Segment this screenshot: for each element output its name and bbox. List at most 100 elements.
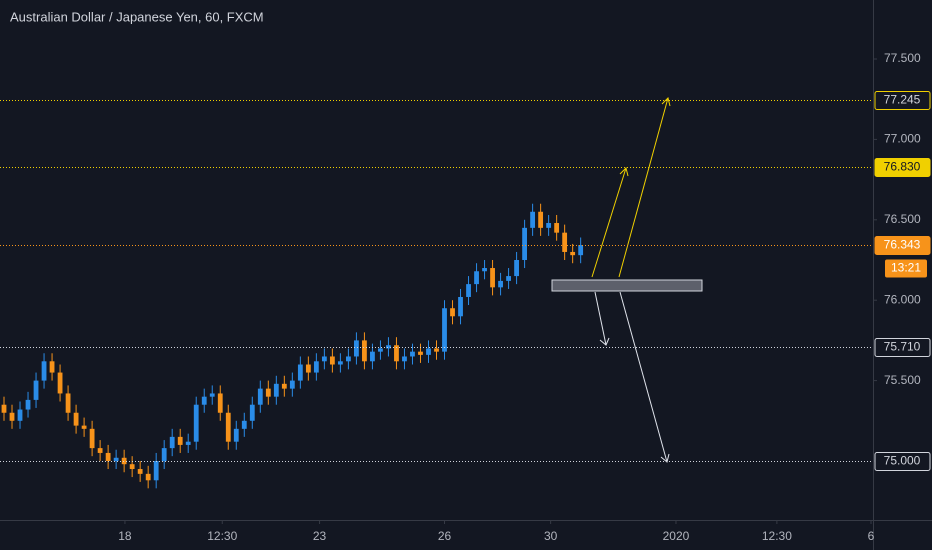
candle-body: [402, 356, 407, 362]
candle-body: [17, 409, 23, 421]
candle-body: [41, 361, 47, 381]
y-tick-label: 77.000: [884, 132, 921, 146]
candle-body: [265, 388, 271, 397]
candle-body: [105, 452, 111, 461]
arrow-head: [661, 97, 671, 107]
candle-body: [25, 399, 31, 410]
candle-body: [73, 412, 79, 426]
candle-body: [241, 420, 247, 429]
candle-body: [249, 404, 255, 421]
level-label-box: [874, 338, 931, 357]
candle-body: [33, 380, 39, 400]
candle-body: [193, 404, 199, 442]
candle-body: [49, 361, 55, 373]
arrow: [591, 167, 627, 278]
candle-body: [145, 473, 151, 481]
candle-body: [345, 356, 351, 362]
candle-body: [514, 260, 519, 277]
candle-body: [57, 372, 63, 394]
x-tick-label: 18: [118, 529, 132, 543]
candle-body: [137, 469, 143, 474]
candle-body: [337, 361, 343, 365]
candle-body: [458, 296, 463, 317]
candle-body: [570, 251, 576, 256]
x-tick-label: 12:30: [207, 529, 237, 543]
plot: [1, 203, 584, 489]
drawings: [551, 97, 703, 463]
y-tick-label: 76.000: [884, 292, 921, 306]
candle-body: [354, 340, 359, 357]
candle-body: [434, 348, 439, 352]
x-tick-label: 2020: [663, 529, 690, 543]
candle-body: [297, 364, 303, 381]
y-tick-label: 75.500: [884, 373, 921, 387]
candle-body: [562, 232, 568, 252]
level-label: 75.000: [884, 454, 921, 468]
candle-body: [498, 280, 503, 288]
candle-body: [386, 345, 391, 349]
candle-body: [490, 268, 495, 288]
level-label-box: [874, 236, 931, 255]
level-label: 76.343: [884, 238, 921, 252]
candle-body: [450, 308, 455, 317]
candle-body: [1, 404, 7, 413]
candle-body: [426, 348, 431, 355]
candle-body: [418, 351, 423, 355]
chart-title: Australian Dollar / Japanese Yen, 60, FX…: [10, 9, 264, 24]
level-label: 76.830: [884, 160, 921, 174]
candle-body: [97, 448, 103, 453]
candle-body: [217, 393, 223, 413]
candle-body: [329, 356, 335, 365]
candle-body: [201, 396, 207, 405]
candle-body: [530, 211, 536, 228]
candle-body: [410, 351, 415, 357]
countdown: 13:21: [891, 261, 921, 275]
candle-body: [185, 441, 191, 445]
x-tick-label: 26: [438, 529, 452, 543]
candle-body: [89, 428, 95, 449]
candle-body: [474, 271, 479, 285]
level-label-box: [874, 91, 931, 110]
candle-body: [370, 351, 375, 362]
candle-body: [281, 383, 287, 389]
candle-body: [273, 383, 279, 397]
candle-body: [466, 284, 471, 297]
candle-body: [209, 393, 215, 397]
candle-body: [313, 361, 319, 373]
level-label-box: [874, 452, 931, 471]
countdown-box: [885, 259, 927, 278]
y-tick-label: 77.500: [884, 51, 921, 65]
arrow-head: [599, 337, 610, 346]
candle-body: [482, 268, 487, 272]
x-tick-label: 12:30: [762, 529, 792, 543]
candle-body: [522, 227, 528, 260]
level-label: 77.245: [884, 93, 921, 107]
arrow: [619, 291, 668, 463]
candle-body: [169, 436, 175, 449]
candle-body: [81, 425, 87, 429]
x-tick-label: 30: [544, 529, 558, 543]
candle-body: [538, 211, 544, 228]
candle-body: [506, 276, 511, 281]
candle-body: [233, 428, 239, 442]
zone-box: [551, 279, 703, 292]
candle-body: [65, 393, 71, 413]
x-tick-label: 23: [313, 529, 327, 543]
candle-body: [129, 464, 135, 470]
level-label: 75.710: [884, 340, 921, 354]
y-tick-label: 76.500: [884, 212, 921, 226]
candle-body: [289, 380, 295, 389]
arrow: [594, 291, 607, 346]
candle-body: [442, 308, 447, 352]
candle-body: [121, 457, 127, 465]
candle-body: [225, 412, 231, 442]
candle-body: [9, 412, 15, 421]
candle-body: [153, 460, 159, 481]
candle-body: [378, 348, 383, 352]
candle-body: [554, 223, 560, 233]
arrow: [618, 97, 669, 278]
candle-body: [394, 345, 399, 362]
arrow-head: [619, 167, 629, 177]
